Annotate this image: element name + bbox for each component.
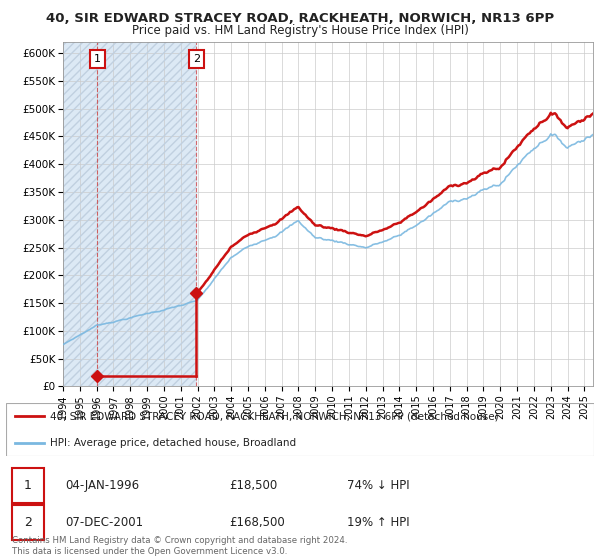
- Text: 07-DEC-2001: 07-DEC-2001: [65, 516, 143, 529]
- Bar: [63, 42, 97, 386]
- Text: 2: 2: [24, 516, 32, 529]
- Bar: [12, 505, 44, 540]
- Text: 1: 1: [94, 54, 101, 64]
- Text: 74% ↓ HPI: 74% ↓ HPI: [347, 479, 410, 492]
- Text: £168,500: £168,500: [229, 516, 285, 529]
- Bar: [97, 42, 196, 386]
- Text: 40, SIR EDWARD STRACEY ROAD, RACKHEATH, NORWICH, NR13 6PP (detached house): 40, SIR EDWARD STRACEY ROAD, RACKHEATH, …: [50, 412, 499, 422]
- Bar: [63, 42, 97, 386]
- Text: HPI: Average price, detached house, Broadland: HPI: Average price, detached house, Broa…: [50, 438, 296, 448]
- Text: Price paid vs. HM Land Registry's House Price Index (HPI): Price paid vs. HM Land Registry's House …: [131, 24, 469, 36]
- Text: 2: 2: [193, 54, 200, 64]
- Text: 40, SIR EDWARD STRACEY ROAD, RACKHEATH, NORWICH, NR13 6PP: 40, SIR EDWARD STRACEY ROAD, RACKHEATH, …: [46, 12, 554, 25]
- Text: 04-JAN-1996: 04-JAN-1996: [65, 479, 139, 492]
- Text: 1: 1: [24, 479, 32, 492]
- Bar: [97, 42, 196, 386]
- Bar: [12, 468, 44, 503]
- Text: 19% ↑ HPI: 19% ↑ HPI: [347, 516, 410, 529]
- Text: Contains HM Land Registry data © Crown copyright and database right 2024.
This d: Contains HM Land Registry data © Crown c…: [12, 536, 347, 556]
- Text: £18,500: £18,500: [229, 479, 278, 492]
